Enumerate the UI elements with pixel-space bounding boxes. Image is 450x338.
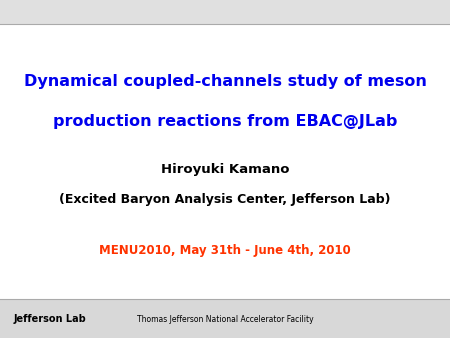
- Text: MENU2010, May 31th - June 4th, 2010: MENU2010, May 31th - June 4th, 2010: [99, 244, 351, 257]
- FancyBboxPatch shape: [0, 299, 450, 338]
- Text: (Excited Baryon Analysis Center, Jefferson Lab): (Excited Baryon Analysis Center, Jeffers…: [59, 193, 391, 206]
- Text: Jefferson Lab: Jefferson Lab: [14, 314, 86, 324]
- Text: Dynamical coupled-channels study of meson: Dynamical coupled-channels study of meso…: [23, 74, 427, 89]
- Text: production reactions from EBAC@JLab: production reactions from EBAC@JLab: [53, 114, 397, 129]
- FancyBboxPatch shape: [0, 0, 450, 24]
- Text: Thomas Jefferson National Accelerator Facility: Thomas Jefferson National Accelerator Fa…: [137, 315, 313, 324]
- Text: Hiroyuki Kamano: Hiroyuki Kamano: [161, 163, 289, 175]
